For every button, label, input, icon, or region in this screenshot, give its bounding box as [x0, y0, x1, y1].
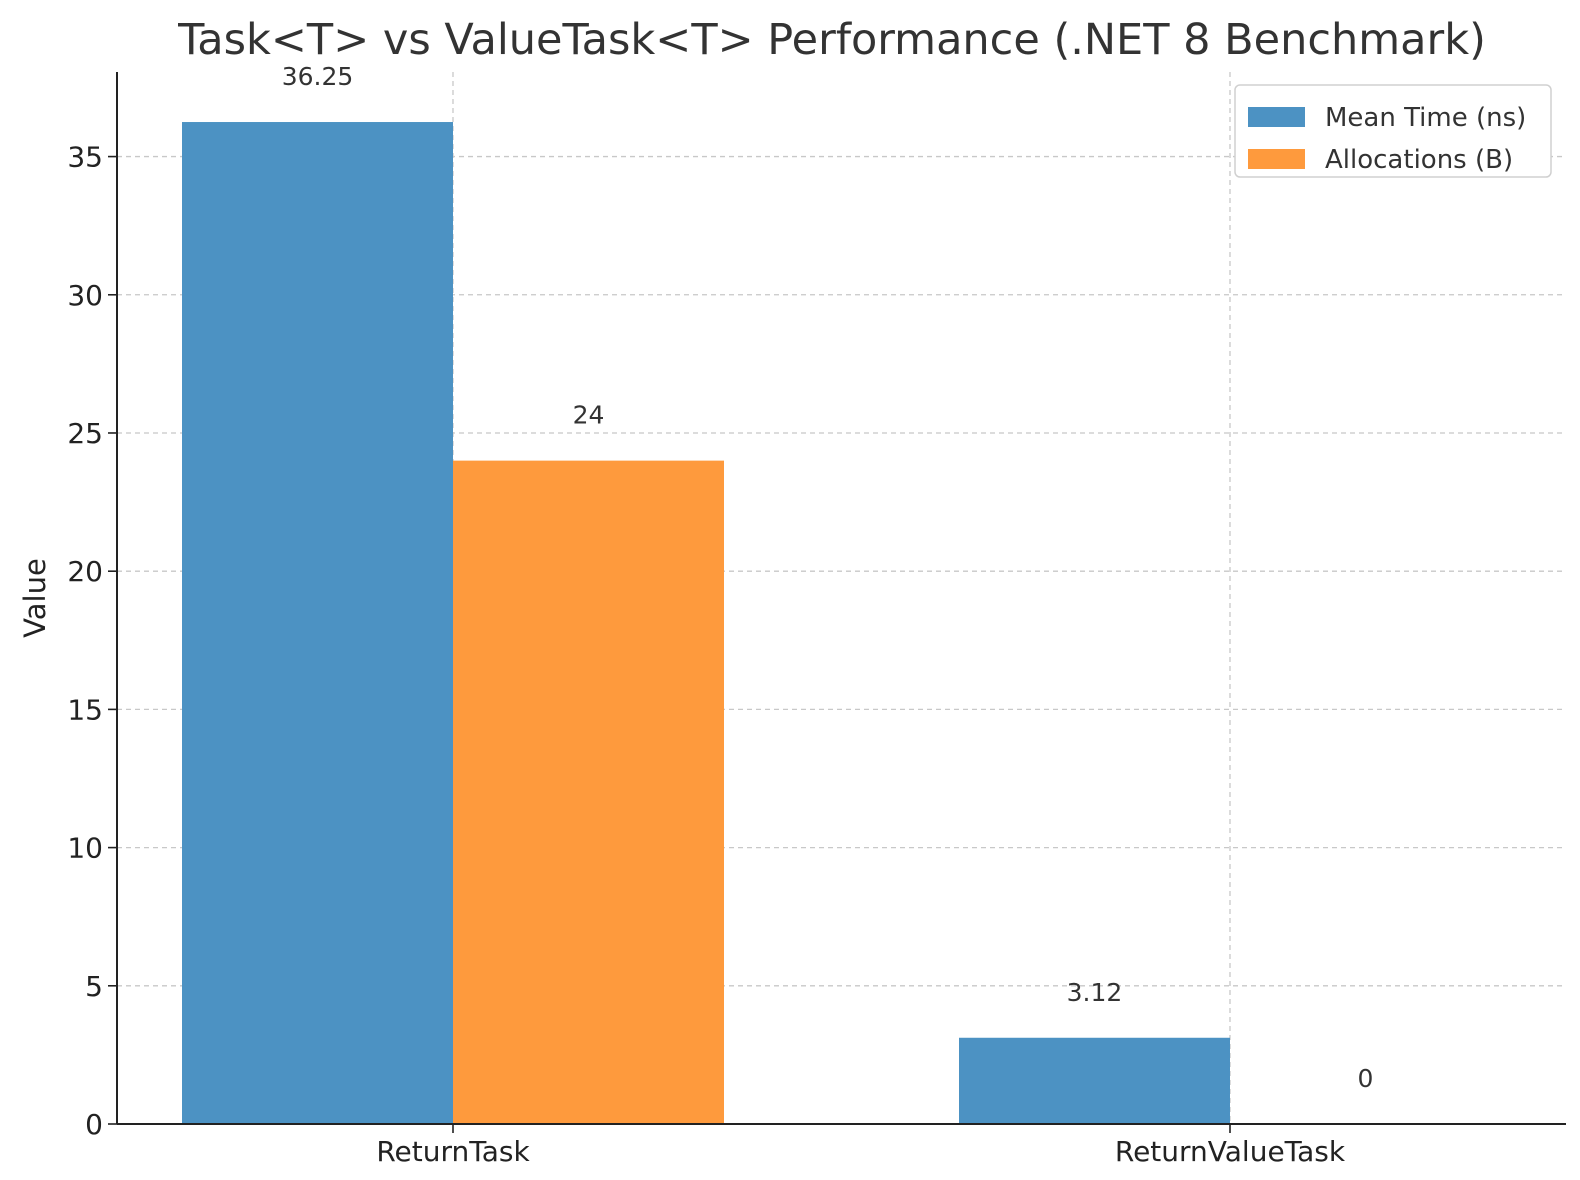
- y-tick-label-7: 35: [67, 141, 103, 174]
- legend-swatch-0: [1248, 107, 1305, 127]
- y-tick-label-3: 15: [67, 693, 103, 726]
- data-label-ReturnValueTask-series-0: 3.12: [1067, 978, 1123, 1007]
- legend-label-0: Mean Time (ns): [1325, 103, 1526, 133]
- y-tick-label-6: 30: [67, 279, 103, 312]
- y-tick-label-4: 20: [67, 555, 103, 588]
- bar-ReturnTask-series-1: [453, 460, 724, 1125]
- bar-ReturnValueTask-series-0: [959, 1037, 1230, 1124]
- data-labels-layer: 36.25 3.12 24 0: [282, 62, 1374, 1093]
- y-tick-label-2: 10: [67, 832, 103, 865]
- y-tick-label-5: 25: [67, 417, 103, 450]
- y-tick-label-0: 0: [85, 1108, 103, 1141]
- axes-layer: 0 5 10 15 20 25 30 35 ReturnTask ReturnValueTask: [67, 72, 1566, 1168]
- legend-label-1: Allocations (B): [1325, 145, 1513, 175]
- legend-box: [1234, 84, 1552, 178]
- data-label-ReturnValueTask-series-1: 0: [1358, 1064, 1374, 1093]
- y-axis-label: Value: [18, 558, 52, 638]
- legend: Mean Time (ns) Allocations (B): [1234, 84, 1552, 178]
- y-tick-label-1: 5: [85, 970, 103, 1003]
- data-label-ReturnTask-series-1: 24: [573, 401, 605, 430]
- data-label-ReturnTask-series-0: 36.25: [282, 62, 354, 91]
- bar-ReturnTask-series-0: [182, 122, 453, 1125]
- legend-swatch-1: [1248, 149, 1305, 169]
- bars-layer: [182, 122, 1230, 1125]
- chart-title: Task<T> vs ValueTask<T> Performance (.NE…: [177, 15, 1486, 65]
- x-tick-label-0: ReturnTask: [376, 1135, 530, 1168]
- x-tick-label-1: ReturnValueTask: [1115, 1135, 1346, 1168]
